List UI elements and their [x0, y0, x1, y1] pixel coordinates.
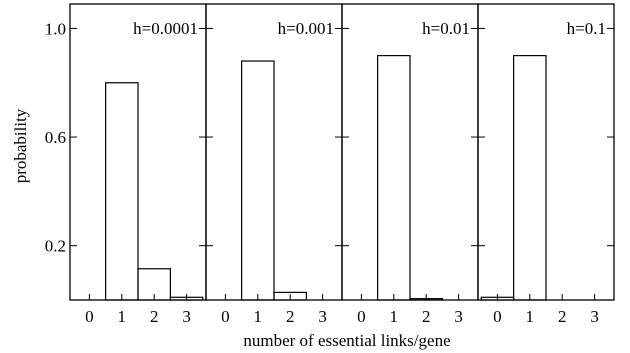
panel-label: h=0.1 [567, 19, 606, 38]
x-tick-label: 1 [526, 307, 535, 326]
y-tick-label: 0.6 [45, 128, 66, 147]
x-tick-label: 0 [221, 307, 230, 326]
x-axis-label: number of essential links/gene [243, 331, 450, 350]
bar [377, 54, 411, 301]
x-tick-label: 1 [254, 307, 263, 326]
bar [513, 54, 547, 301]
panel-label: h=0.001 [278, 19, 334, 38]
x-tick-label: 2 [286, 307, 295, 326]
panel-label: h=0.0001 [133, 19, 198, 38]
x-tick-label: 0 [85, 307, 94, 326]
x-tick-label: 0 [357, 307, 366, 326]
x-axis: 0 1 2 3 0 1 2 3 0 1 2 3 0 1 2 3 [85, 294, 599, 326]
x-tick-label: 2 [558, 307, 567, 326]
panel-label: h=0.01 [422, 19, 470, 38]
chart-panels: h=0.0001 h=0.001 h=0.01 h=0.1 [69, 3, 615, 301]
y-tick-label: 1.0 [45, 19, 66, 38]
x-tick-label: 1 [390, 307, 399, 326]
bar [241, 60, 275, 301]
y-axis-label: probability [11, 108, 30, 183]
y-axis: 0.2 0.6 1.0 [45, 19, 614, 256]
x-tick-label: 2 [150, 307, 159, 326]
x-tick-label: 1 [118, 307, 127, 326]
x-tick-label: 0 [493, 307, 502, 326]
x-tick-label: 3 [454, 307, 463, 326]
x-tick-label: 3 [318, 307, 327, 326]
bar [105, 82, 139, 301]
x-tick-label: 3 [590, 307, 599, 326]
x-tick-label: 2 [422, 307, 431, 326]
x-tick-label: 3 [182, 307, 191, 326]
y-tick-label: 0.2 [45, 237, 66, 256]
